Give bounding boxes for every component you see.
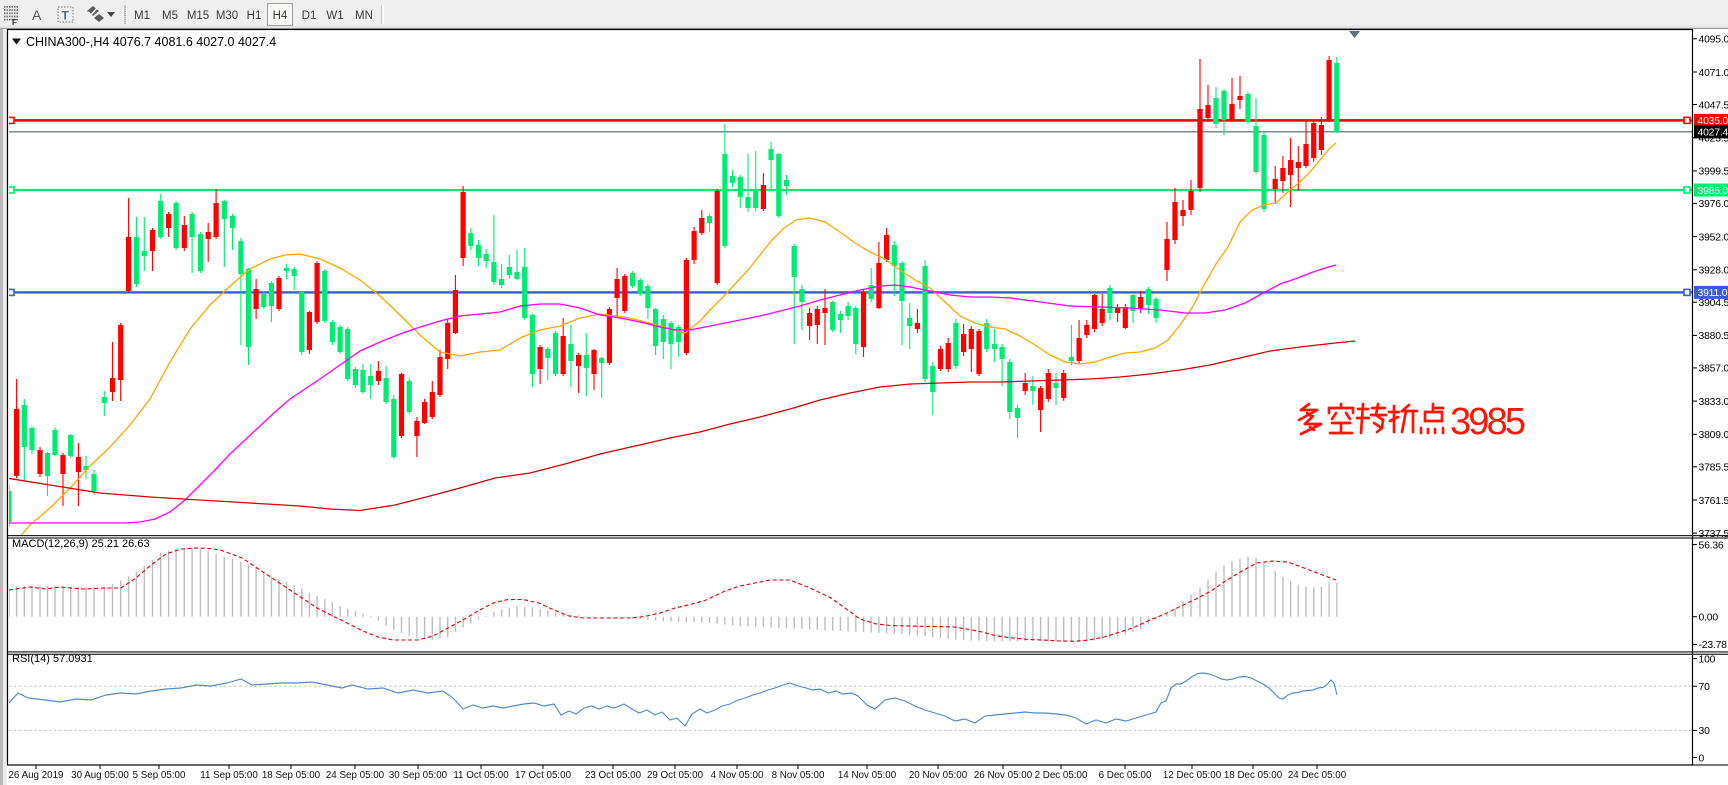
svg-text:3833.0: 3833.0 [1699, 397, 1728, 408]
svg-text:24 Sep 05:00: 24 Sep 05:00 [326, 770, 385, 781]
svg-text:30: 30 [1699, 726, 1711, 737]
svg-text:23 Oct 05:00: 23 Oct 05:00 [585, 770, 642, 781]
svg-text:4 Nov 05:00: 4 Nov 05:00 [711, 770, 764, 781]
svg-text:4047.5: 4047.5 [1699, 100, 1728, 111]
svg-text:56.36: 56.36 [1699, 540, 1724, 551]
svg-text:3904.5: 3904.5 [1699, 298, 1728, 309]
svg-text:2 Dec 05:00: 2 Dec 05:00 [1035, 770, 1088, 781]
svg-text:3952.0: 3952.0 [1699, 232, 1728, 243]
svg-text:26 Aug 2019: 26 Aug 2019 [8, 770, 63, 781]
svg-text:4023.5: 4023.5 [1699, 134, 1728, 145]
svg-text:3985.0: 3985.0 [1698, 186, 1728, 197]
svg-text:100: 100 [1699, 654, 1716, 665]
svg-text:11 Oct 05:00: 11 Oct 05:00 [453, 770, 509, 781]
svg-text:17 Oct 05:00: 17 Oct 05:00 [515, 770, 572, 781]
svg-text:RSI(14) 57.0931: RSI(14) 57.0931 [12, 653, 93, 665]
svg-text:4027.4: 4027.4 [1698, 128, 1728, 139]
svg-text:3857.0: 3857.0 [1699, 364, 1728, 375]
svg-text:5 Sep 05:00: 5 Sep 05:00 [133, 770, 186, 781]
svg-text:3976.0: 3976.0 [1699, 199, 1728, 210]
svg-text:30 Aug 05:00: 30 Aug 05:00 [71, 770, 129, 781]
svg-text:0.00: 0.00 [1699, 613, 1719, 624]
svg-text:4035.0: 4035.0 [1698, 116, 1728, 127]
svg-text:D1: D1 [302, 10, 317, 22]
svg-text:3985: 3985 [1450, 401, 1526, 443]
svg-text:W1: W1 [326, 10, 343, 22]
svg-text:3928.0: 3928.0 [1699, 266, 1728, 277]
svg-text:MACD(12,26,9) 25.21 26.63: MACD(12,26,9) 25.21 26.63 [12, 538, 150, 550]
svg-text:6 Dec 05:00: 6 Dec 05:00 [1099, 770, 1152, 781]
svg-text:14 Nov 05:00: 14 Nov 05:00 [838, 770, 897, 781]
svg-text:20 Nov 05:00: 20 Nov 05:00 [909, 770, 968, 781]
svg-text:3911.0: 3911.0 [1698, 288, 1728, 299]
svg-text:24 Dec 05:00: 24 Dec 05:00 [1288, 770, 1347, 781]
svg-text:18 Dec 05:00: 18 Dec 05:00 [1224, 770, 1283, 781]
svg-text:M15: M15 [187, 10, 209, 22]
svg-text:11 Sep 05:00: 11 Sep 05:00 [200, 770, 258, 781]
svg-text:M5: M5 [162, 10, 178, 22]
svg-text:4071.0: 4071.0 [1699, 68, 1728, 79]
svg-text:3809.0: 3809.0 [1699, 430, 1728, 441]
svg-text:26 Nov 05:00: 26 Nov 05:00 [974, 770, 1033, 781]
svg-text:M30: M30 [216, 10, 238, 22]
svg-text:T: T [62, 9, 70, 23]
svg-text:M1: M1 [134, 10, 150, 22]
svg-text:29 Oct 05:00: 29 Oct 05:00 [647, 770, 704, 781]
svg-text:MN: MN [355, 10, 373, 22]
svg-text:3737.5: 3737.5 [1699, 529, 1728, 540]
svg-text:H1: H1 [247, 10, 262, 22]
svg-text:H4: H4 [273, 10, 288, 22]
svg-text:18 Sep 05:00: 18 Sep 05:00 [262, 770, 321, 781]
svg-text:3761.5: 3761.5 [1699, 496, 1728, 507]
svg-text:F: F [12, 18, 17, 27]
svg-text:3880.5: 3880.5 [1699, 331, 1728, 342]
svg-text:CHINA300-,H4 4076.7 4081.6 40: CHINA300-,H4 4076.7 4081.6 4027.0 4027.4 [26, 35, 276, 49]
svg-text:4095.0: 4095.0 [1699, 35, 1728, 46]
svg-text:3785.5: 3785.5 [1699, 463, 1728, 474]
svg-text:3999.5: 3999.5 [1699, 167, 1728, 178]
svg-text:12 Dec 05:00: 12 Dec 05:00 [1163, 770, 1222, 781]
svg-text:0: 0 [1699, 753, 1705, 764]
svg-text:-23.78: -23.78 [1699, 640, 1728, 651]
svg-text:A: A [32, 7, 42, 23]
svg-text:70: 70 [1699, 682, 1711, 693]
svg-text:8 Nov 05:00: 8 Nov 05:00 [772, 770, 825, 781]
svg-text:30 Sep 05:00: 30 Sep 05:00 [389, 770, 448, 781]
